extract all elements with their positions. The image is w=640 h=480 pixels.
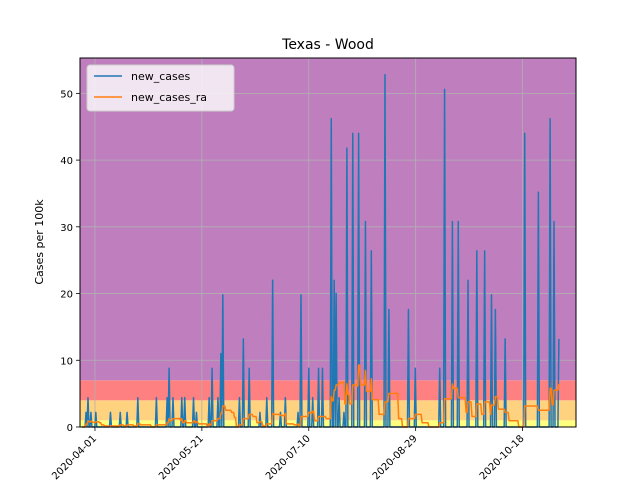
y-tick-label: 40 — [60, 156, 73, 167]
chart-title: Texas - Wood — [281, 37, 374, 53]
plot-frame — [79, 57, 577, 428]
plot-background-bands — [80, 58, 576, 427]
x-axis: 2020-04-01 2020-05-21 2020-07-10 2020-08-29… — [50, 427, 527, 480]
y-tick-label: 10 — [60, 356, 73, 367]
y-tick-label: 0 — [67, 423, 73, 434]
grid-lines — [80, 58, 576, 428]
legend: new_cases new_cases_ra — [86, 64, 235, 112]
band-2 — [80, 380, 576, 401]
legend-label-new-cases-ra: new_cases_ra — [131, 91, 207, 104]
x-tick-label: 2020-07-10 — [264, 433, 313, 480]
legend-label-new-cases: new_cases — [131, 70, 191, 83]
band-3 — [80, 58, 576, 381]
x-tick-label: 2020-10-18 — [478, 433, 527, 480]
legend-box — [86, 64, 235, 112]
y-axis: 0 10 20 30 40 50 — [60, 89, 80, 434]
y-tick-label: 50 — [60, 89, 73, 100]
series-line-new-cases-ra — [82, 364, 560, 428]
x-tick-label: 2020-04-01 — [50, 433, 99, 480]
y-tick-label: 30 — [60, 223, 73, 234]
y-tick-label: 20 — [60, 290, 73, 301]
y-axis-label: Cases per 100k — [33, 199, 46, 285]
x-tick-label: 2020-05-21 — [157, 433, 206, 480]
band-0 — [80, 420, 576, 427]
band-1 — [80, 400, 576, 421]
x-tick-label: 2020-08-29 — [371, 433, 420, 480]
